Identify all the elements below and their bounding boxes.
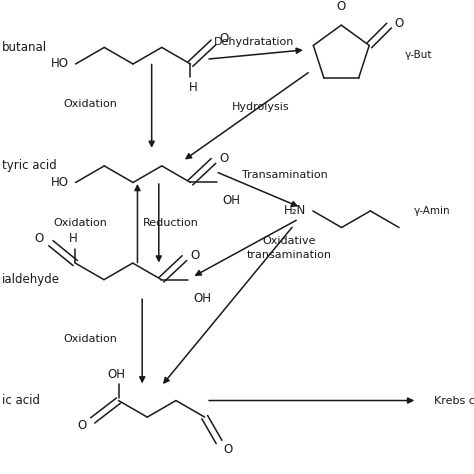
Text: γ-But: γ-But [405, 49, 433, 60]
Text: H: H [69, 232, 77, 245]
Text: Oxidation: Oxidation [63, 99, 117, 109]
Text: O: O [224, 443, 233, 456]
Text: H₂N: H₂N [283, 204, 306, 218]
Text: OH: OH [107, 368, 125, 381]
Text: Transamination: Transamination [242, 170, 327, 181]
Text: Reduction: Reduction [143, 218, 199, 228]
Text: OH: OH [193, 292, 211, 304]
Text: Dehydratation: Dehydratation [213, 36, 294, 47]
Text: Oxidative: Oxidative [263, 236, 316, 246]
Text: O: O [35, 232, 44, 245]
Text: O: O [190, 249, 200, 262]
Text: Oxidation: Oxidation [63, 334, 117, 344]
Text: HO: HO [50, 176, 68, 189]
Text: O: O [337, 0, 346, 13]
Text: OH: OH [222, 194, 240, 207]
Text: transamination: transamination [246, 250, 332, 260]
Text: Krebs cycle: Krebs cycle [434, 395, 474, 406]
Text: O: O [395, 17, 404, 30]
Text: tyric acid: tyric acid [2, 159, 57, 173]
Text: ic acid: ic acid [2, 394, 40, 407]
Text: O: O [78, 419, 87, 432]
Text: O: O [219, 152, 228, 165]
Text: HO: HO [50, 57, 68, 71]
Text: H: H [189, 81, 197, 93]
Text: ialdehyde: ialdehyde [2, 273, 60, 286]
Text: butanal: butanal [2, 41, 47, 54]
Text: γ-Amin: γ-Amin [414, 206, 450, 216]
Text: O: O [219, 32, 228, 45]
Text: Hydrolysis: Hydrolysis [232, 101, 290, 112]
Text: Oxidation: Oxidation [54, 218, 108, 228]
